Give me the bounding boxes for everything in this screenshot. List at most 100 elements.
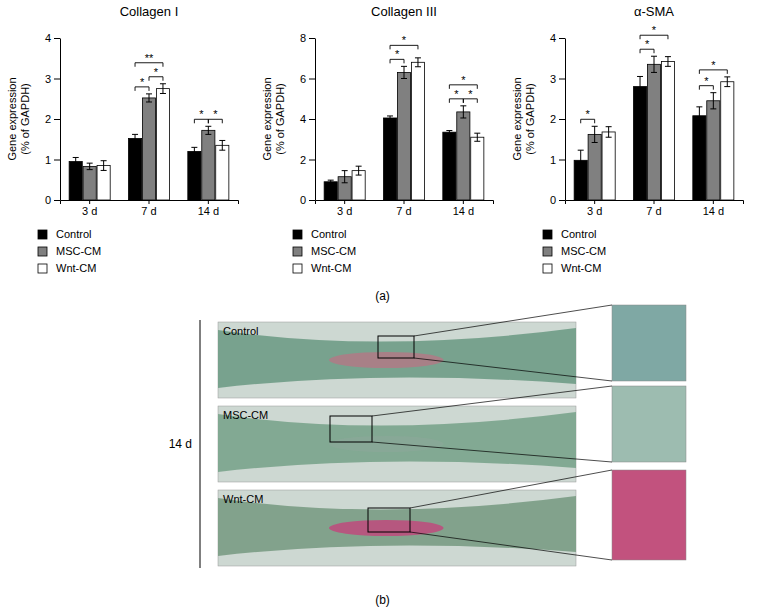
y-tick-label: 2	[300, 154, 306, 166]
error-bar	[387, 116, 393, 120]
legend-swatch	[543, 247, 552, 256]
legend-label: Wnt-CM	[561, 262, 601, 274]
legend-entry: MSC-CM	[293, 245, 356, 257]
y-tick-mark	[54, 79, 60, 80]
x-tick-label: 3 d	[82, 205, 97, 217]
row-label: Wnt-CM	[223, 493, 263, 505]
y-axis-title-line: (% of GAPDH)	[524, 83, 536, 155]
wound-area	[329, 520, 444, 536]
x-axis: 3 d7 d14 d	[316, 200, 494, 217]
legend-swatch	[38, 264, 47, 273]
significance-label: *	[402, 34, 407, 46]
error-bar	[710, 93, 716, 109]
x-axis-line	[316, 201, 494, 205]
legend-label: MSC-CM	[56, 245, 101, 257]
error-bar-line	[696, 107, 702, 125]
bar	[188, 151, 201, 200]
error-bar-line	[592, 126, 598, 142]
significance-label: *	[213, 108, 218, 120]
legend: ControlMSC-CMWnt-CM	[293, 228, 356, 274]
x-tick-label: 7 d	[396, 205, 411, 217]
bar	[602, 132, 615, 200]
histology-row: MSC-CM	[218, 386, 686, 482]
zoom-box	[330, 416, 372, 442]
legend-label: Wnt-CM	[56, 262, 96, 274]
zoom-box	[368, 508, 410, 532]
significance-label: *	[468, 88, 473, 100]
chart-title: Collagen III	[371, 4, 437, 19]
time-label: 14 d	[169, 437, 192, 451]
error-bar	[205, 126, 211, 134]
bar	[411, 62, 424, 200]
x-tick-mark	[463, 200, 464, 204]
error-bar	[474, 133, 480, 141]
y-axis-title-line: (% of GAPDH)	[19, 83, 31, 155]
x-tick: 7 d	[396, 200, 411, 217]
bar	[69, 162, 82, 200]
zoom-inset	[612, 386, 686, 462]
error-bar	[637, 76, 643, 96]
significance-label: *	[645, 38, 650, 50]
error-bar	[696, 107, 702, 125]
legend-entry: Control	[543, 228, 596, 240]
error-bar	[446, 131, 452, 134]
error-bar-line	[205, 126, 211, 134]
wound-area	[329, 352, 444, 368]
bracket-line	[200, 320, 201, 568]
y-tick-mark	[309, 160, 315, 161]
section-image	[218, 322, 576, 398]
bar	[324, 182, 337, 200]
plot-marks	[69, 84, 229, 200]
chart: Collagen IGene expression(% of GAPDH)012…	[6, 4, 239, 274]
legend-swatch	[293, 247, 302, 256]
x-tick: 14 d	[453, 200, 474, 217]
error-bar	[415, 58, 421, 67]
legend-entry: MSC-CM	[543, 245, 606, 257]
x-tick: 3 d	[82, 200, 97, 217]
x-tick-mark	[149, 200, 150, 204]
y-axis-title-line: Gene expression	[261, 77, 273, 160]
significance-label: *	[154, 66, 159, 78]
error-bar	[101, 161, 107, 171]
y-axis: 01234	[45, 32, 61, 206]
x-axis-line	[61, 201, 239, 205]
x-tick: 14 d	[198, 200, 219, 217]
error-bar	[592, 126, 598, 142]
x-tick: 7 d	[141, 200, 156, 217]
error-bar-line	[415, 58, 421, 67]
error-bar	[665, 57, 671, 67]
y-tick-mark	[54, 38, 60, 39]
significance-label: *	[711, 59, 716, 71]
legend-entry: Wnt-CM	[543, 262, 601, 274]
legend-swatch	[293, 264, 302, 273]
legend: Control MSC-CM Wnt-CM	[38, 228, 101, 274]
histology-row: Control	[218, 305, 686, 398]
row-label: Control	[223, 325, 258, 337]
error-bar	[460, 106, 466, 118]
error-bar	[606, 127, 612, 138]
significance-label: *	[199, 108, 204, 120]
zoom-inset	[612, 470, 686, 560]
y-tick-label: 0	[45, 194, 51, 206]
y-tick-label: 2	[45, 113, 51, 125]
significance-label: *	[454, 88, 459, 100]
error-bar-line	[160, 84, 166, 94]
legend-entry: Wnt-CM	[293, 262, 351, 274]
legend-label: Control	[56, 228, 91, 240]
y-axis-line	[60, 39, 61, 201]
error-bar-line	[356, 166, 362, 175]
error-bar-line	[446, 131, 452, 134]
x-axis: 3 d 7 d 14 d	[61, 200, 239, 217]
x-tick-mark	[404, 200, 405, 204]
bar	[633, 87, 646, 200]
bar	[216, 145, 229, 200]
y-tick-mark	[309, 119, 315, 120]
y-tick-mark	[309, 79, 315, 80]
y-axis-title: Gene expression(% of GAPDH)	[6, 77, 31, 160]
error-bar	[132, 134, 138, 142]
legend-entry: MSC-CM	[38, 245, 101, 257]
error-bar-line	[219, 140, 225, 150]
legend-swatch	[38, 230, 47, 239]
bar	[397, 72, 410, 200]
y-tick-label: 4	[45, 32, 51, 44]
